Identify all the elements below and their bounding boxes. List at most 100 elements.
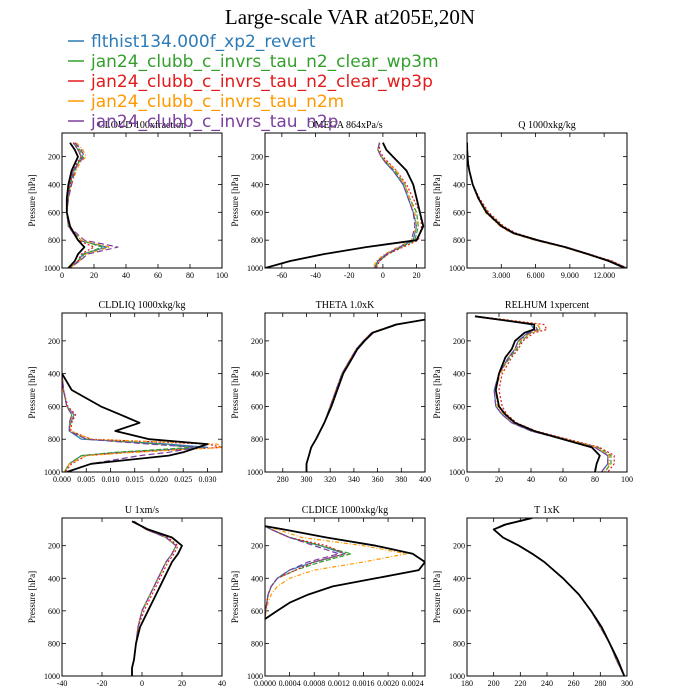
legend-label: flthist134.000f_xp2_revert [91,32,316,52]
series-line-1 [66,142,108,268]
y-tick-label: 800 [251,236,263,245]
y-tick-label: 800 [48,639,60,648]
series-line-4 [305,319,425,472]
y-axis-label: Pressure [hPa] [432,571,442,623]
y-tick-label: 800 [251,639,263,648]
series-line-5 [131,520,177,676]
control-line [131,520,183,676]
control-line [65,142,86,268]
series-line-1 [265,525,346,620]
y-tick-label: 600 [453,208,465,217]
series-line-5 [62,373,199,472]
series-line-4 [66,142,111,268]
y-tick-label: 600 [48,208,60,217]
y-tick-label: 1000 [449,264,465,273]
plot-frame [264,517,426,677]
curves [305,318,425,472]
legend-label: jan24_clubb_c_invrs_tau_n2p [90,112,338,132]
y-tick-label: 800 [453,435,465,444]
x-tick-label: 40 [122,271,130,280]
legend-entry: jan24_clubb_c_invrs_tau_n2p [68,112,338,132]
y-tick-label: 400 [453,370,465,379]
x-tick-label: 20 [495,475,503,484]
plot-frame [264,312,426,473]
series-line-5 [66,142,119,268]
y-tick-label: 400 [48,574,60,583]
y-tick-label: 800 [453,236,465,245]
y-axis-label: Pressure [hPa] [432,174,442,226]
x-tick-label: 0.005 [77,475,95,484]
x-tick-label: 0.025 [174,475,192,484]
panel-title: U 1xm/s [125,505,159,516]
curves [265,142,425,268]
curves [265,525,425,620]
x-tick-label: 0.000 [53,475,71,484]
x-tick-label: 60 [154,271,162,280]
x-tick-label: 100 [621,475,633,484]
curves [492,518,626,676]
x-tick-label: 0.030 [198,475,216,484]
x-tick-label: 240 [541,679,553,688]
y-tick-label: 800 [453,639,465,648]
x-tick-label: 0 [465,475,469,484]
y-tick-label: 1000 [44,264,60,273]
y-tick-label: 600 [453,402,465,411]
curves [65,142,119,268]
curves [62,373,222,472]
series-line-2 [305,319,425,472]
y-tick-label: 400 [251,180,263,189]
x-tick-label: 180 [461,679,473,688]
y-tick-label: 400 [453,574,465,583]
series-line-3 [265,525,346,620]
y-axis-label: Pressure [hPa] [230,174,240,226]
y-tick-label: 800 [48,435,60,444]
x-tick-label: 3.000 [492,271,510,280]
y-tick-label: 200 [453,337,465,346]
x-tick-label: 0.0024 [402,679,424,688]
x-tick-label: 60 [559,475,567,484]
panel-title: OMEGA 864xPa/s [307,120,382,131]
x-tick-label: 6.000 [527,271,545,280]
x-tick-label: 40 [527,475,535,484]
control-line [265,142,425,268]
y-tick-label: 200 [453,542,465,551]
x-tick-label: 0.0016 [352,679,374,688]
x-tick-label: 0.0020 [377,679,399,688]
series-line-5 [474,315,609,472]
x-tick-label: 0.010 [101,475,119,484]
panel-title: T 1xK [534,505,560,516]
series-line-2 [493,518,625,676]
series-line-3 [305,319,425,472]
y-tick-label: 400 [453,180,465,189]
x-tick-label: 40 [218,679,226,688]
x-tick-label: 0.020 [150,475,168,484]
x-tick-label: 280 [277,475,289,484]
y-tick-label: 800 [48,236,60,245]
panel-title: THETA 1.0xK [316,300,375,311]
x-tick-label: -20 [344,271,355,280]
series-line-5 [373,142,416,268]
series-line-4 [62,373,222,472]
y-tick-label: 200 [251,153,263,162]
series-line-3 [467,142,627,268]
legend-entry: jan24_clubb_c_invrs_tau_n2_clear_wp3p [68,72,433,92]
series-line-2 [62,373,194,472]
y-tick-label: 1000 [449,672,465,681]
series-line-3 [131,520,179,676]
y-tick-label: 800 [251,435,263,444]
x-tick-label: 300 [621,679,633,688]
plot-frame [61,312,223,473]
series-line-4 [372,142,418,268]
x-tick-label: 280 [594,679,606,688]
curves [474,315,615,472]
control-line [467,142,626,268]
y-tick-label: 1000 [44,468,60,477]
y-tick-label: 200 [48,542,60,551]
x-tick-label: 360 [372,475,384,484]
plot-frame [466,517,628,677]
figure-title: Large-scale VAR at205E,20N [225,5,475,29]
